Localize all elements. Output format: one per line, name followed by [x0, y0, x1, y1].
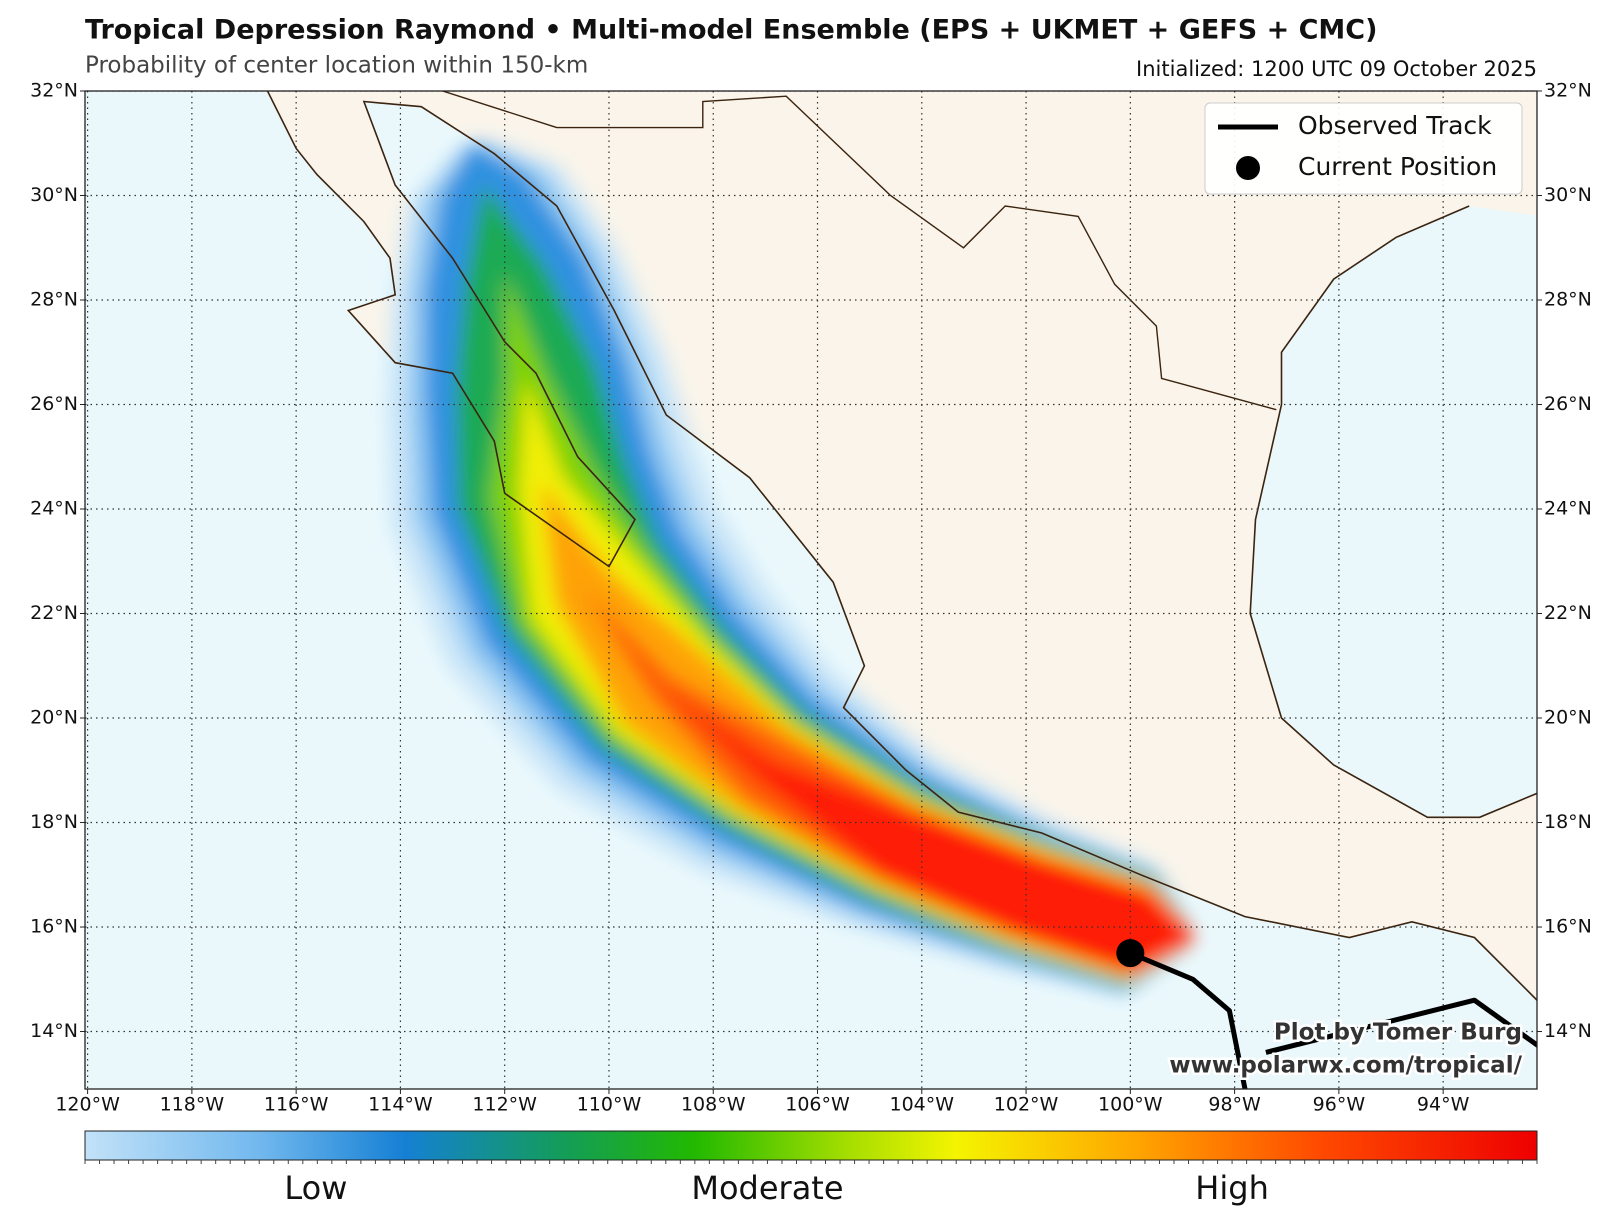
x-tick-label: 110°W: [577, 1094, 642, 1116]
coastline: [1249, 205, 1537, 819]
init-time: Initialized: 1200 UTC 09 October 2025: [1136, 57, 1537, 81]
y-tick-label: 16°N: [1544, 916, 1592, 938]
map-frame: [84, 90, 1538, 1090]
probability-band: [473, 143, 1194, 972]
legend-box: [1204, 102, 1523, 195]
coastline-layer: [266, 91, 1537, 1002]
colorbar-ticks: Low Moderate High: [84, 1160, 1538, 1207]
y-tick-label: 20°N: [1544, 707, 1592, 729]
y-tick-label: 22°N: [1544, 602, 1592, 624]
x-tick-label: 104°W: [890, 1094, 955, 1116]
current-position: [1116, 939, 1145, 968]
probability-band: [425, 143, 1194, 990]
y-tick-label: 30°N: [30, 184, 78, 206]
y-tick-label: 24°N: [30, 498, 78, 520]
y-tick-label: 26°N: [1544, 393, 1592, 415]
y-tick-label: 16°N: [30, 916, 78, 938]
observed-track: [1129, 950, 1537, 1089]
x-tick-label: 116°W: [264, 1094, 329, 1116]
y-tick-label: 20°N: [30, 707, 78, 729]
y-tick-label: 32°N: [30, 80, 78, 102]
y-tick-label: 18°N: [1544, 811, 1592, 833]
x-tick-label: 108°W: [681, 1094, 746, 1116]
y-tick-label: 14°N: [30, 1020, 78, 1042]
y-tick-label: 32°N: [1544, 80, 1592, 102]
track-layer: [1116, 939, 1537, 1089]
credit: Plot by Tomer Burg www.polarwx.com/tropi…: [1167, 1017, 1525, 1081]
probability-field: [386, 139, 1194, 998]
x-tick-label: 112°W: [472, 1094, 537, 1116]
x-tick-label: 100°W: [1098, 1094, 1163, 1116]
x-tick-label: 120°W: [55, 1094, 120, 1116]
legend: Observed Track Current Position: [1204, 102, 1523, 195]
coastline: [266, 91, 1537, 1002]
credit-line: Plot by Tomer Burg: [1274, 1020, 1522, 1046]
y-tick-label: 26°N: [30, 393, 78, 415]
x-tick-label: 114°W: [368, 1094, 433, 1116]
credit-line: www.polarwx.com/tropical/: [1169, 1053, 1522, 1079]
grid-layer: [85, 91, 1537, 1089]
y-tick-label: 24°N: [1544, 498, 1592, 520]
y-tick-label: 18°N: [30, 811, 78, 833]
colorbar-label: High: [1195, 1169, 1269, 1207]
title: Tropical Depression Raymond • Multi-mode…: [85, 15, 1377, 46]
subtitle: Probability of center location within 15…: [85, 53, 588, 79]
x-tick-label: 102°W: [994, 1094, 1059, 1116]
colorbar-label: Moderate: [691, 1169, 843, 1207]
y-tick-label: 30°N: [1544, 184, 1592, 206]
border: [440, 91, 1277, 411]
y-tick-label: 14°N: [1544, 1020, 1592, 1042]
y-tick-label: 28°N: [30, 289, 78, 311]
y-tick-label: 22°N: [30, 602, 78, 624]
x-tick-label: 118°W: [160, 1094, 225, 1116]
colorbar: [84, 1130, 1538, 1161]
y-tick-label: 28°N: [1544, 289, 1592, 311]
legend-dot: [1236, 156, 1260, 180]
x-tick-label: 96°W: [1313, 1094, 1366, 1116]
legend-label: Observed Track: [1298, 111, 1492, 140]
x-tick-label: 94°W: [1417, 1094, 1470, 1116]
land: [267, 91, 1537, 1001]
x-tick-label: 98°W: [1208, 1094, 1261, 1116]
x-tick-label: 106°W: [785, 1094, 850, 1116]
legend-label: Current Position: [1298, 152, 1497, 181]
colorbar-label: Low: [284, 1169, 347, 1207]
land-layer: [267, 91, 1537, 1001]
